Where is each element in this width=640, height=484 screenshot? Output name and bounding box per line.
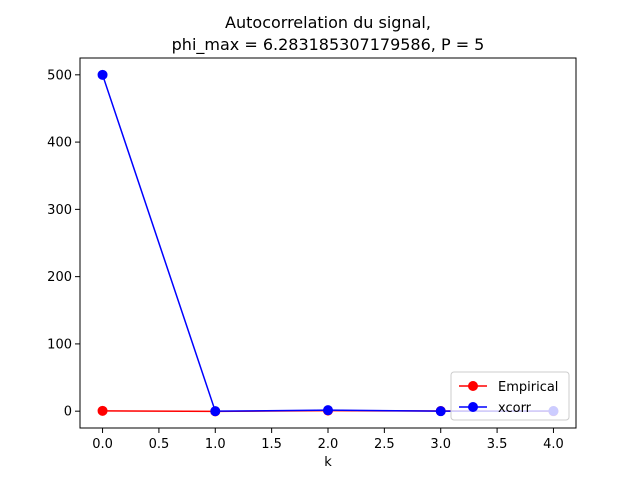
- y-tick-label: 500: [47, 68, 72, 83]
- plot-frame: [79, 57, 577, 429]
- data-point-empirical: [97, 405, 108, 416]
- data-point-xcorr: [97, 69, 108, 80]
- y-tick-label: 100: [47, 337, 72, 352]
- y-tick-label: 400: [47, 136, 72, 151]
- legend-box: [450, 371, 570, 421]
- legend-label-xcorr: xcorr: [498, 401, 532, 416]
- data-point-xcorr: [323, 405, 333, 416]
- chart-title-line-1: Autocorrelation du signal,: [225, 13, 431, 32]
- x-tick-label: 2.5: [374, 437, 395, 452]
- x-tick-label: 3.5: [487, 437, 508, 452]
- x-axis-ticks: 0.0 0.5 1.0 1.5 2.0 2.5 3.0 3.5 4.0: [92, 428, 564, 452]
- x-tick-label: 2.0: [318, 437, 339, 452]
- data-point-xcorr: [435, 406, 446, 417]
- x-tick-label: 1.5: [261, 437, 282, 452]
- y-tick-label: 0: [64, 405, 72, 420]
- y-axis-ticks: 0 100 200 300 400 500: [47, 68, 80, 420]
- x-axis-label: k: [324, 455, 332, 470]
- data-point-xcorr: [210, 406, 221, 417]
- plot-area: [80, 58, 576, 428]
- x-tick-label: 3.0: [430, 437, 451, 452]
- x-tick-label: 0.5: [149, 437, 170, 452]
- y-tick-label: 300: [47, 203, 72, 218]
- x-tick-label: 1.0: [205, 437, 226, 452]
- legend: Empirical xcorr: [450, 371, 570, 421]
- y-tick-label: 200: [47, 270, 72, 285]
- legend-marker-empirical: [468, 381, 478, 391]
- legend-marker-xcorr: [468, 402, 478, 412]
- x-tick-label: 4.0: [543, 437, 564, 452]
- chart-title-line-2: phi_max = 6.283185307179586, P = 5: [172, 35, 485, 55]
- legend-label-empirical: Empirical: [498, 380, 558, 395]
- x-tick-label: 0.0: [92, 437, 113, 452]
